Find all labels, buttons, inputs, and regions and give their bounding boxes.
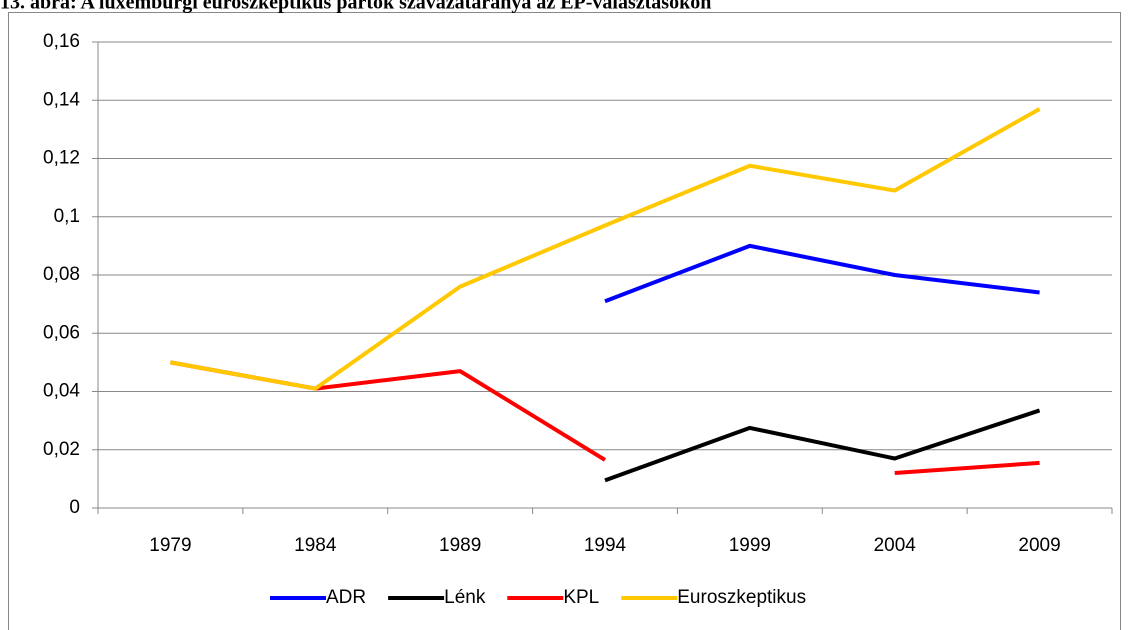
y-tick-label: 0,02 <box>43 439 80 460</box>
legend-label: ADR <box>326 587 366 608</box>
x-tick-label: 2009 <box>1018 535 1060 556</box>
y-tick-label: 0,16 <box>43 31 80 52</box>
x-tick-label: 1999 <box>729 535 771 556</box>
chart-title: 13. ábra: A luxemburgi euroszkeptikus pá… <box>0 0 711 14</box>
legend-label: Euroszkeptikus <box>677 587 806 608</box>
x-tick-label: 2004 <box>874 535 917 556</box>
y-tick-label: 0 <box>69 497 80 518</box>
legend-label: KPL <box>563 587 599 608</box>
legend-label: Lénk <box>444 587 486 608</box>
y-tick-label: 0,14 <box>43 89 80 110</box>
chart-frame <box>8 12 1121 630</box>
x-tick-label: 1984 <box>294 535 337 556</box>
y-tick-label: 0,08 <box>43 264 80 285</box>
y-tick-label: 0,06 <box>43 322 80 343</box>
series-line <box>170 107 1041 391</box>
x-tick-label: 1994 <box>584 535 627 556</box>
y-tick-label: 0,04 <box>43 381 80 402</box>
x-tick-label: 1979 <box>149 535 191 556</box>
series-line <box>604 408 1041 483</box>
series-line <box>604 243 1040 304</box>
y-tick-label: 0,1 <box>54 206 80 227</box>
x-tick-label: 1989 <box>439 535 481 556</box>
y-tick-label: 0,12 <box>43 148 80 169</box>
